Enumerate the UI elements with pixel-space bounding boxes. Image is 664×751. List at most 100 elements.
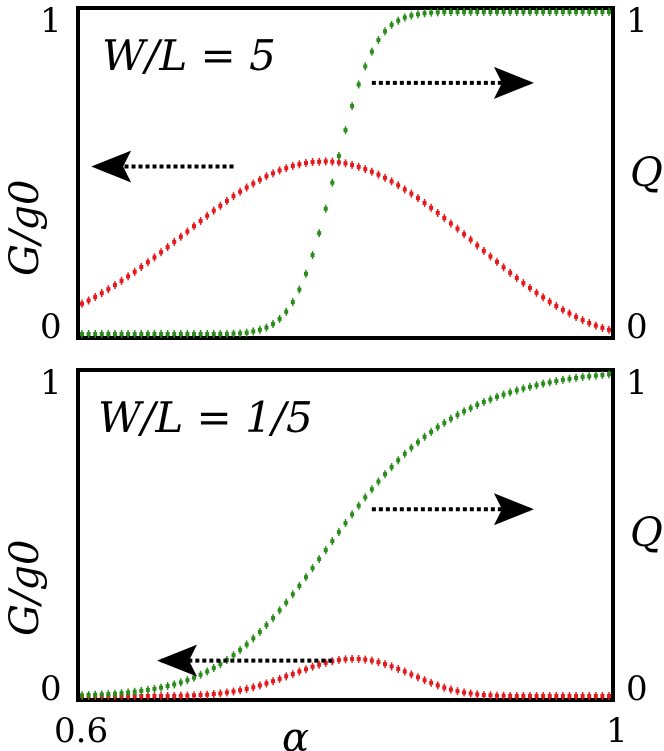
top-data-marks — [80, 8, 611, 338]
top-Q-point-28 — [264, 323, 269, 332]
bottom-Q-point-26 — [251, 634, 256, 643]
bottom-Q-point-31 — [284, 598, 289, 607]
top-G-point-7 — [126, 272, 131, 281]
top-G-point-69 — [534, 288, 539, 297]
top-Q-point-21 — [218, 330, 223, 338]
bottom-Q-point-61 — [481, 398, 486, 407]
top-G-point-58 — [462, 230, 467, 239]
bottom-left-tick-0: 0 — [40, 669, 62, 709]
top-Q-point-69 — [534, 8, 539, 16]
top-G-point-12 — [159, 248, 164, 257]
top-Q-point-7 — [126, 330, 131, 338]
top-Q-point-33 — [297, 285, 302, 294]
bottom-Q-point-6 — [119, 689, 124, 698]
top-G-point-74 — [567, 309, 572, 318]
top-Q-point-71 — [547, 8, 552, 16]
top-Q-point-3 — [99, 330, 104, 338]
bottom-Q-point-46 — [383, 470, 388, 479]
bottom-Q-point-52 — [422, 432, 427, 441]
bottom-right-tick-0: 0 — [626, 669, 648, 709]
bottom-G-point-26 — [251, 683, 256, 692]
top-G-point-61 — [481, 246, 486, 255]
bottom-Q-point-5 — [112, 689, 117, 698]
bottom-G-point-31 — [284, 672, 289, 681]
bottom-G-point-32 — [290, 670, 295, 679]
top-Q-point-31 — [284, 307, 289, 316]
top-G-point-26 — [251, 179, 256, 188]
bottom-Q-point-48 — [396, 456, 401, 465]
top-Q-point-11 — [152, 330, 157, 338]
top-plot-frame — [76, 6, 615, 340]
top-G-point-67 — [521, 279, 526, 288]
bottom-annotation: W/L = 1/5 — [98, 393, 313, 442]
bottom-Q-point-21 — [218, 660, 223, 669]
bottom-Q-point-28 — [264, 621, 269, 630]
top-Q-point-18 — [198, 330, 203, 338]
bottom-Q-point-57 — [455, 410, 460, 419]
bottom-Q-point-53 — [429, 427, 434, 436]
top-G-point-46 — [383, 173, 388, 182]
top-G-point-30 — [277, 166, 282, 175]
top-Q-point-0 — [80, 330, 84, 338]
bottom-G-point-11 — [152, 692, 157, 700]
x-tick-0: 0.6 — [54, 711, 108, 751]
bottom-G-point-29 — [271, 677, 276, 686]
bottom-G-point-61 — [481, 691, 486, 700]
bottom-G-point-37 — [323, 658, 328, 667]
bottom-G-point-57 — [455, 687, 460, 696]
bottom-G-point-48 — [396, 664, 401, 673]
top-Q-point-80 — [607, 8, 611, 16]
bottom-Q-point-4 — [106, 690, 111, 699]
top-G-point-77 — [587, 319, 592, 328]
top-G-point-64 — [501, 263, 506, 272]
bottom-Q-point-19 — [205, 667, 210, 676]
top-Q-point-36 — [317, 229, 322, 238]
bottom-Q-point-7 — [126, 688, 131, 697]
top-Q-point-20 — [211, 330, 216, 338]
top-Q-point-13 — [165, 330, 170, 338]
top-Q-point-73 — [560, 8, 565, 16]
bottom-plot-frame — [76, 368, 615, 702]
top-Q-point-27 — [257, 325, 262, 334]
top-G-point-54 — [435, 208, 440, 217]
bottom-Q-point-16 — [185, 676, 190, 685]
top-G-point-57 — [455, 224, 460, 233]
top-G-point-38 — [330, 157, 335, 166]
top-G-point-27 — [257, 175, 262, 184]
top-G-point-34 — [303, 159, 308, 168]
top-G-point-59 — [468, 235, 473, 244]
bottom-G-point-33 — [297, 667, 302, 676]
top-G-point-13 — [165, 243, 170, 252]
bottom-Q-point-23 — [231, 651, 236, 660]
top-G-point-1 — [86, 296, 91, 305]
x-axis-label: α — [282, 715, 309, 751]
bottom-Q-point-18 — [198, 670, 203, 679]
bottom-Q-point-13 — [165, 682, 170, 691]
bottom-G-point-19 — [205, 690, 210, 699]
bottom-Q-point-12 — [159, 683, 164, 692]
top-G-point-45 — [376, 170, 381, 179]
top-Q-point-56 — [448, 8, 453, 16]
top-G-point-52 — [422, 198, 427, 207]
bottom-Q-point-67 — [521, 384, 526, 393]
top-G-point-43 — [363, 165, 368, 174]
top-G-point-65 — [508, 268, 513, 277]
top-G-point-40 — [343, 159, 348, 168]
bottom-Q-point-65 — [508, 388, 513, 397]
top-G-point-72 — [554, 301, 559, 310]
bottom-G-point-76 — [580, 692, 585, 700]
top-G-point-32 — [290, 161, 295, 170]
bottom-Q-point-45 — [376, 477, 381, 486]
top-G-point-66 — [514, 273, 519, 282]
bottom-G-point-62 — [488, 691, 493, 700]
top-Q-point-79 — [600, 8, 605, 16]
top-G-point-9 — [139, 263, 144, 272]
top-G-point-76 — [580, 316, 585, 325]
bottom-Q-point-56 — [448, 414, 453, 423]
top-Q-point-22 — [224, 330, 229, 338]
bottom-Q-point-38 — [330, 537, 335, 546]
top-G-point-75 — [574, 312, 579, 321]
top-Q-point-63 — [495, 8, 500, 16]
top-G-point-73 — [560, 305, 565, 314]
